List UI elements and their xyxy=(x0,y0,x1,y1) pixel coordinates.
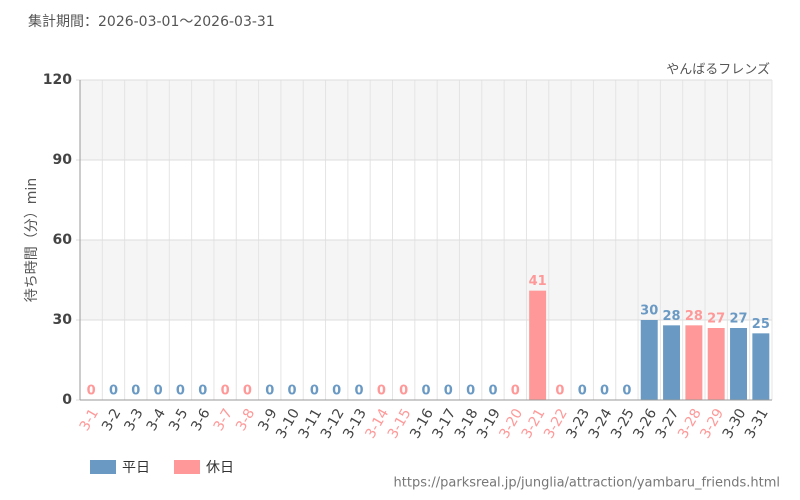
value-label: 0 xyxy=(377,384,386,399)
value-label: 0 xyxy=(488,384,497,399)
bar xyxy=(752,333,770,400)
value-label: 0 xyxy=(131,384,140,399)
value-label: 28 xyxy=(685,309,703,324)
bar xyxy=(640,320,658,400)
source: https://parksreal.jp/junglia/attraction/… xyxy=(394,476,780,491)
value-label: 0 xyxy=(511,384,520,399)
value-label: 0 xyxy=(154,384,163,399)
x-tick-label: 3-3 xyxy=(121,406,146,434)
grid-band xyxy=(80,240,772,320)
value-label: 0 xyxy=(399,384,408,399)
y-tick-label: 30 xyxy=(53,312,73,328)
y-tick-label: 60 xyxy=(53,232,73,248)
value-label: 0 xyxy=(332,384,341,399)
chart-title: 集計期間：2026-03-01～2026-03-31 xyxy=(28,13,275,30)
value-label: 0 xyxy=(310,384,319,399)
legend-label: 休日 xyxy=(206,460,234,476)
grid-band xyxy=(80,80,772,160)
value-label: 0 xyxy=(466,384,475,399)
y-tick-label: 120 xyxy=(43,72,72,88)
x-tick-label: 3-31 xyxy=(742,406,772,442)
y-tick-label: 0 xyxy=(62,392,72,408)
value-label: 0 xyxy=(288,384,297,399)
legend-label: 平日 xyxy=(122,460,150,476)
x-tick-label: 3-4 xyxy=(144,406,169,434)
x-tick-label: 3-2 xyxy=(99,406,124,434)
value-label: 0 xyxy=(555,384,564,399)
bar xyxy=(685,325,703,400)
value-label: 0 xyxy=(87,384,96,399)
x-tick-label: 3-7 xyxy=(211,406,236,434)
legend-swatch xyxy=(174,460,200,474)
chart-subtitle: やんばるフレンズ xyxy=(666,62,770,78)
value-label: 41 xyxy=(529,274,547,289)
value-label: 0 xyxy=(176,384,185,399)
value-label: 0 xyxy=(243,384,252,399)
value-label: 25 xyxy=(752,317,770,332)
x-tick-label: 3-1 xyxy=(77,406,102,434)
y-axis-label: 待ち時間（分）min xyxy=(24,178,40,302)
value-label: 0 xyxy=(198,384,207,399)
bar xyxy=(707,328,725,400)
value-label: 0 xyxy=(622,384,631,399)
value-label: 0 xyxy=(221,384,230,399)
value-label: 0 xyxy=(109,384,118,399)
value-label: 0 xyxy=(444,384,453,399)
bar xyxy=(529,290,547,400)
y-tick-label: 90 xyxy=(53,152,73,168)
value-label: 27 xyxy=(729,312,747,327)
x-tick-label: 3-5 xyxy=(166,406,191,434)
value-label: 30 xyxy=(640,304,658,319)
x-tick-label: 3-6 xyxy=(188,406,213,434)
value-label: 0 xyxy=(600,384,609,399)
value-label: 27 xyxy=(707,312,725,327)
bar xyxy=(730,328,747,400)
x-tick-label: 3-8 xyxy=(233,406,258,434)
value-label: 0 xyxy=(355,384,364,399)
bar xyxy=(663,325,681,400)
value-label: 0 xyxy=(578,384,587,399)
value-label: 0 xyxy=(421,384,430,399)
legend-swatch xyxy=(90,460,116,474)
value-label: 28 xyxy=(663,309,681,324)
value-label: 0 xyxy=(265,384,274,399)
